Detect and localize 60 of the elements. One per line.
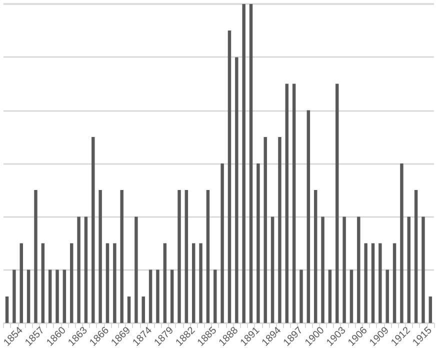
bar <box>292 84 296 323</box>
bar <box>328 270 332 323</box>
bar <box>378 243 382 323</box>
bar <box>414 190 418 323</box>
bar <box>148 270 152 323</box>
bar <box>278 137 282 323</box>
bar <box>342 216 346 323</box>
bar <box>120 190 124 323</box>
bar <box>5 296 9 323</box>
bar <box>336 84 339 323</box>
bar <box>106 243 110 323</box>
bar <box>92 137 95 323</box>
bar <box>113 243 116 323</box>
bar <box>56 270 59 323</box>
bar <box>26 270 30 323</box>
bar <box>12 270 16 323</box>
bar <box>306 110 310 323</box>
bar <box>350 270 354 323</box>
bar <box>192 243 196 323</box>
bar <box>270 216 274 323</box>
bar <box>314 190 318 323</box>
bar <box>156 270 160 323</box>
bar <box>170 270 174 323</box>
bar <box>392 243 396 323</box>
bar <box>214 270 217 323</box>
bar <box>422 216 425 323</box>
bar <box>134 216 138 323</box>
bar <box>220 164 224 323</box>
bar <box>98 190 102 323</box>
bar <box>62 270 66 323</box>
bar <box>428 296 432 323</box>
bar <box>300 270 303 323</box>
bar <box>206 190 210 323</box>
bar <box>357 216 360 323</box>
bar <box>127 296 131 323</box>
bar <box>70 243 74 323</box>
bar <box>321 216 324 323</box>
bar <box>163 243 167 323</box>
bar <box>20 243 23 323</box>
bar <box>77 216 80 323</box>
bar <box>41 243 45 323</box>
bar <box>407 216 410 323</box>
bar <box>256 164 260 323</box>
bar <box>199 243 202 323</box>
bar <box>386 270 389 323</box>
bar <box>48 270 52 323</box>
bar <box>400 164 404 323</box>
bar <box>242 4 246 323</box>
bar <box>364 243 368 323</box>
bar <box>228 30 232 323</box>
bar <box>371 243 375 323</box>
bar <box>285 84 289 323</box>
bar <box>264 137 267 323</box>
bar <box>34 190 38 323</box>
bar <box>235 57 238 323</box>
bar <box>178 190 181 323</box>
bar <box>84 216 88 323</box>
bar <box>184 190 188 323</box>
bar <box>142 296 145 323</box>
bar <box>249 4 253 323</box>
